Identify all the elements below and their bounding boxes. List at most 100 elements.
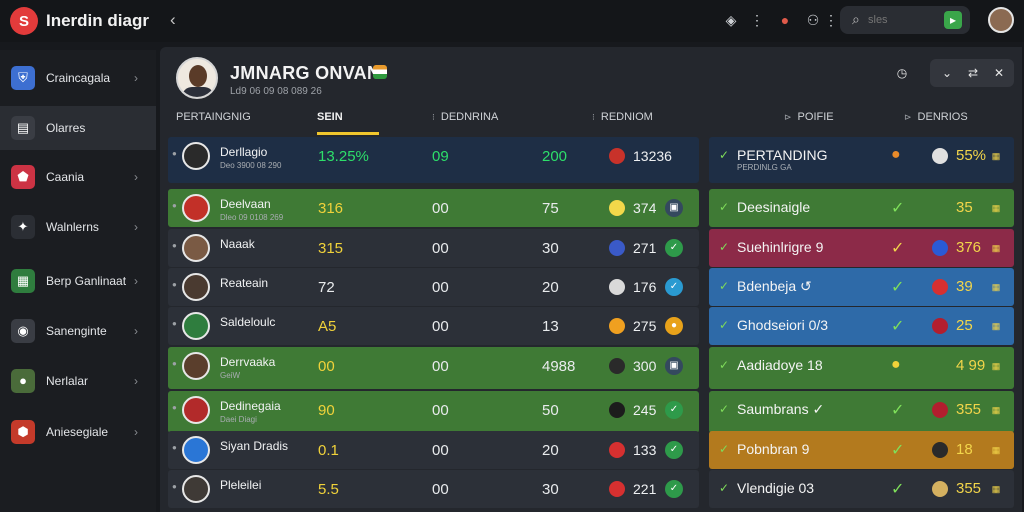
- list-item[interactable]: ✓ Suehinlrigre 9 ✓ 376 ▦: [709, 229, 1014, 267]
- tab-dednrina[interactable]: ⁝ DEDNRINA: [432, 111, 498, 127]
- chevron-right-icon: ›: [134, 425, 138, 439]
- list-item[interactable]: ✓ Bdenbeja ↺ ✓ 39 ▦: [709, 268, 1014, 306]
- grid-icon[interactable]: ▦: [991, 445, 1001, 455]
- tab-sein[interactable]: SEIN: [317, 111, 343, 127]
- sidebar-item-2[interactable]: ▤ Olarres: [0, 106, 156, 150]
- grid-icon[interactable]: ▦: [991, 361, 1001, 371]
- check-icon[interactable]: ✓: [719, 481, 730, 495]
- grid-icon[interactable]: ▦: [991, 151, 1001, 161]
- list-item[interactable]: ✓ Ghodseiori 0/3 ✓ 25 ▦: [709, 307, 1014, 345]
- check-icon[interactable]: ✓: [719, 318, 730, 332]
- stat-1: A5: [318, 318, 337, 335]
- row-action-icon[interactable]: [665, 147, 683, 165]
- row-action-icon[interactable]: ▣: [665, 199, 683, 217]
- settings-icon[interactable]: ⋮: [824, 12, 838, 28]
- row-select-icon[interactable]: ●: [172, 443, 177, 452]
- tools-icon[interactable]: ✕: [993, 66, 1005, 80]
- status-icon: ●: [891, 356, 901, 373]
- sidebar-item-8[interactable]: ⬢ Aniesegiale ›: [0, 410, 156, 454]
- grid-icon[interactable]: ▦: [991, 203, 1001, 213]
- stat-3: 50: [542, 402, 559, 419]
- users-icon[interactable]: ⚇: [806, 12, 820, 28]
- check-icon[interactable]: ✓: [719, 240, 730, 254]
- sidebar-item-3[interactable]: ⬟ Caania ›: [0, 155, 156, 199]
- sidebar-item-7[interactable]: ● Nerlalar ›: [0, 359, 156, 403]
- search-input[interactable]: [868, 12, 938, 28]
- list-item[interactable]: ✓ Deesinaigle ✓ 35 ▦: [709, 189, 1014, 227]
- check-icon[interactable]: ✓: [719, 148, 730, 162]
- sidebar-item-label: Craincagala: [46, 71, 111, 85]
- row-select-icon[interactable]: ●: [172, 482, 177, 491]
- shield-icon[interactable]: ◈: [725, 12, 737, 28]
- row-action-icon[interactable]: ✓: [665, 441, 683, 459]
- check-icon[interactable]: ✓: [719, 402, 730, 416]
- table-row[interactable]: ● Derllagio Deo 3900 08 290 13.25% 09 20…: [168, 137, 699, 183]
- sidebar-item-1[interactable]: ⛨ Craincagala ›: [0, 56, 156, 100]
- check-icon[interactable]: ✓: [719, 442, 730, 456]
- grid-icon[interactable]: ▦: [991, 405, 1001, 415]
- back-icon[interactable]: ‹: [170, 10, 176, 29]
- list-item[interactable]: ✓ Aadiadoye 18 ● 4 99 ▦: [709, 347, 1014, 389]
- clock-icon[interactable]: ◷: [896, 66, 908, 80]
- sidebar-item-6[interactable]: ◉ Sanenginte ›: [0, 309, 156, 353]
- list-item[interactable]: ✓ PERTANDING PERDINLG GA ● 55% ▦: [709, 137, 1014, 183]
- table-row[interactable]: ● Reateain 72 00 20 176 ✓: [168, 268, 699, 306]
- table-row[interactable]: ● Naaak 315 00 30 271 ✓: [168, 229, 699, 267]
- user-avatar[interactable]: [988, 7, 1014, 33]
- swap-icon[interactable]: ⇄: [967, 66, 979, 80]
- row-action-icon[interactable]: ▣: [665, 357, 683, 375]
- list-item[interactable]: ✓ Vlendigie 03 ✓ 355 ▦: [709, 470, 1014, 508]
- row-select-icon[interactable]: ●: [172, 149, 177, 158]
- row-action-icon[interactable]: ✓: [665, 401, 683, 419]
- chevron-down-icon[interactable]: ⌄: [941, 66, 953, 80]
- header-action-group: ⌄ ⇄ ✕: [930, 59, 1014, 87]
- table-row[interactable]: ● Siyan Dradis 0.1 00 20 133 ✓: [168, 431, 699, 469]
- sidebar-item-4[interactable]: ✦ Walnlerns ›: [0, 205, 156, 249]
- tab-pertaining[interactable]: PERTAINGNIG: [176, 111, 251, 127]
- row-select-icon[interactable]: ●: [172, 241, 177, 250]
- row-select-icon[interactable]: ●: [172, 201, 177, 210]
- row-select-icon[interactable]: ●: [172, 359, 177, 368]
- row-action-icon[interactable]: ●: [665, 317, 683, 335]
- table-row[interactable]: ● Derrvaaka GeiW 00 00 4988 300 ▣: [168, 347, 699, 389]
- check-icon[interactable]: ✓: [719, 279, 730, 293]
- tab-redniom[interactable]: ⁝ REDNIOM: [592, 111, 653, 127]
- stat-1: 00: [318, 358, 335, 375]
- more-vertical-icon[interactable]: ⋮: [750, 12, 764, 28]
- player-subtitle: GeiW: [220, 371, 240, 380]
- row-select-icon[interactable]: ●: [172, 403, 177, 412]
- check-icon[interactable]: ✓: [719, 358, 730, 372]
- list-item[interactable]: ✓ Pobnbran 9 ✓ 18 ▦: [709, 431, 1014, 469]
- grid-icon[interactable]: ▦: [991, 282, 1001, 292]
- player-subtitle: Daei Diagi: [220, 415, 257, 424]
- player-avatar: [182, 475, 210, 503]
- grid-icon[interactable]: ▦: [991, 243, 1001, 253]
- tab-poifie[interactable]: ⊳ POIFIE: [784, 111, 834, 127]
- row-action-icon[interactable]: ✓: [665, 239, 683, 257]
- list-item[interactable]: ✓ Saumbrans ✓ ✓ 355 ▦: [709, 391, 1014, 433]
- table-row[interactable]: ● Pleleilei 5.5 00 30 221 ✓: [168, 470, 699, 508]
- grid-icon[interactable]: ▦: [991, 484, 1001, 494]
- app-logo[interactable]: S: [10, 7, 38, 35]
- table-row[interactable]: ● Deelvaan Dleo 09 0108 269 316 00 75 37…: [168, 189, 699, 227]
- grid-icon[interactable]: ▦: [991, 321, 1001, 331]
- shield-icon: ⛨: [11, 66, 35, 90]
- sidebar-item-5[interactable]: ▦ Berp Ganlinaat ›: [0, 259, 156, 303]
- stat-3: 30: [542, 481, 559, 498]
- top-bar: S Inerdin diagr ‹ ◈ ⋮ ● ⚇ ⋮ ⌕ ▸: [0, 0, 1024, 42]
- row-action-icon[interactable]: ✓: [665, 480, 683, 498]
- check-icon[interactable]: ✓: [719, 200, 730, 214]
- table-row[interactable]: ● Dedinegaia Daei Diagi 90 00 50 245 ✓: [168, 391, 699, 433]
- row-select-icon[interactable]: ●: [172, 319, 177, 328]
- team-flag-icon: [932, 148, 948, 164]
- ball-icon[interactable]: ●: [780, 12, 790, 28]
- row-select-icon[interactable]: ●: [172, 280, 177, 289]
- team-flag-icon: [932, 481, 948, 497]
- tab-label: PERTAINGNIG: [176, 111, 251, 123]
- tab-denrios[interactable]: ⊳ DENRIOS: [904, 111, 968, 127]
- row-action-icon[interactable]: ✓: [665, 278, 683, 296]
- tab-label: DEDNRINA: [440, 111, 499, 123]
- search-go-button[interactable]: ▸: [944, 11, 962, 29]
- table-row[interactable]: ● Saldeloulc A5 00 13 275 ●: [168, 307, 699, 345]
- profile-name: JMNARG ONVAN: [230, 63, 381, 83]
